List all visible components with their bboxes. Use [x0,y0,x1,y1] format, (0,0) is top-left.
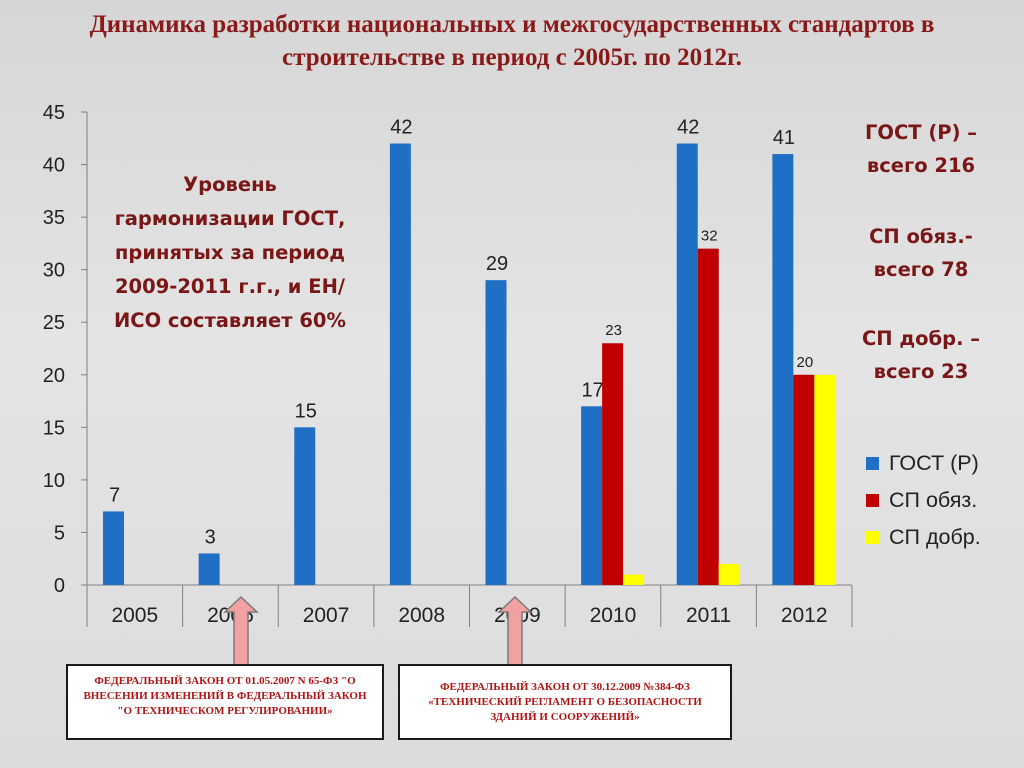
data-label: 29 [486,253,508,275]
legend-swatch-sp-voluntary [866,531,879,544]
total-sp-voluntary: СП добр. – всего 23 [861,327,981,383]
bar-gost [389,143,411,586]
legend-label-sp-voluntary: СП добр. [889,525,981,549]
bar-gost [676,143,698,586]
law-2007-arrow [223,595,259,666]
legend-swatch-gost [866,457,879,470]
data-label: 42 [677,117,699,139]
bar-sp-voluntary [814,374,836,585]
y-tick-label: 15 [43,417,65,439]
y-tick-label: 25 [43,312,65,334]
y-tick-label: 0 [54,575,65,597]
harmonization-note: Уровень гармонизации ГОСТ, принятых за п… [113,173,347,332]
legend-item-sp-voluntary: СП добр. [866,519,981,556]
x-tick-label: 2005 [111,604,158,627]
total-gost: ГОСТ (Р) – всего 216 [864,121,978,177]
x-tick-label: 2011 [686,604,731,627]
legend-item-gost: ГОСТ (Р) [866,445,981,482]
law-box-2007: ФЕДЕРАЛЬНЫЙ ЗАКОН ОТ 01.05.2007 N 65-ФЗ … [66,664,384,740]
y-tick-label: 30 [43,260,65,282]
bar-gost [581,406,603,585]
bar-sp-mandatory [793,374,815,585]
legend-label-gost: ГОСТ (Р) [889,451,979,475]
total-sp-mandatory: СП обяз.- всего 78 [869,225,973,281]
y-tick-label: 35 [43,207,65,229]
bar-sp-voluntary [718,563,740,585]
y-tick-label: 45 [43,102,65,124]
law-2009-arrow [497,595,533,666]
bar-sp-voluntary [623,574,645,585]
data-label: 3 [205,526,216,548]
data-label: 17 [582,379,604,401]
y-tick-label: 20 [43,365,65,387]
bar-gost [485,280,507,585]
x-tick-label: 2012 [781,604,828,627]
chart-legend: ГОСТ (Р) СП обяз. СП добр. [866,445,981,556]
bar-sp-mandatory [602,343,624,585]
x-tick-label: 2008 [398,604,445,627]
y-tick-label: 5 [54,522,65,544]
legend-label-sp-mandatory: СП обяз. [889,488,978,512]
data-label: 41 [773,127,795,149]
bar-gost [198,553,220,585]
data-label: 42 [390,117,412,139]
bar-sp-mandatory [697,248,719,585]
data-label: 20 [797,354,814,371]
legend-item-sp-mandatory: СП обяз. [866,482,981,519]
x-tick-label: 2007 [303,604,350,627]
y-tick-label: 10 [43,470,65,492]
bar-gost [294,427,316,585]
data-label: 7 [109,484,120,506]
law-box-2009: ФЕДЕРАЛЬНЫЙ ЗАКОН ОТ 30.12.2009 №384-ФЗ … [398,664,732,740]
data-label: 15 [295,400,317,422]
legend-swatch-sp-mandatory [866,494,879,507]
slide-title: Динамика разработки национальных и межго… [89,11,935,71]
data-label: 23 [605,322,622,339]
bar-gost [103,511,124,585]
data-label: 32 [701,228,718,245]
y-tick-label: 40 [43,155,65,177]
x-tick-label: 2010 [590,604,637,627]
bar-gost [772,154,794,586]
